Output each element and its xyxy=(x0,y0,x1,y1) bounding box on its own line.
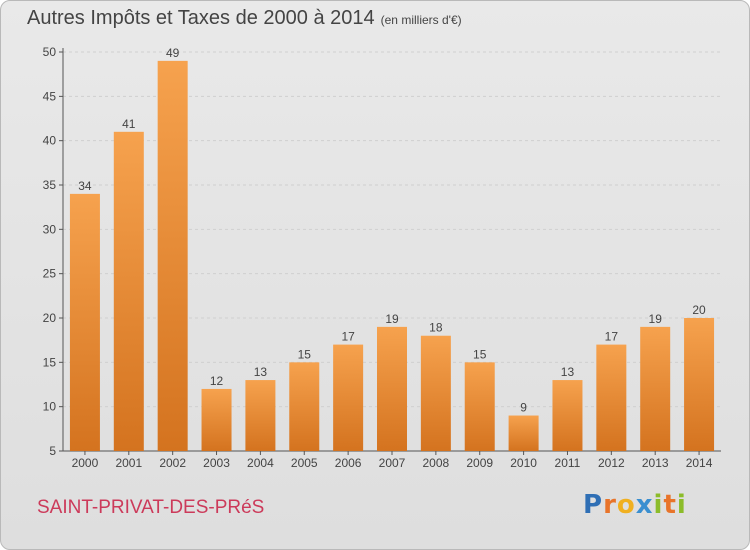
x-tick-label: 2008 xyxy=(423,456,450,470)
x-tick-label: 2011 xyxy=(555,456,581,470)
data-label: 15 xyxy=(298,347,312,361)
x-tick-label: 2004 xyxy=(247,456,274,470)
x-tick-label: 2010 xyxy=(510,456,537,470)
bar xyxy=(289,362,320,451)
bar xyxy=(420,335,451,451)
bar xyxy=(69,193,100,451)
data-label: 41 xyxy=(122,117,136,131)
data-label: 20 xyxy=(692,303,706,317)
data-label: 17 xyxy=(605,330,619,344)
bar xyxy=(157,60,188,451)
y-tick-label: 50 xyxy=(43,45,57,59)
x-tick-label: 2009 xyxy=(466,456,493,470)
x-tick-label: 2013 xyxy=(642,456,669,470)
logo-letter: P xyxy=(583,490,604,520)
bar xyxy=(201,388,232,451)
data-label: 17 xyxy=(341,330,355,344)
bar xyxy=(245,380,276,451)
y-tick-label: 45 xyxy=(43,89,57,103)
data-label: 19 xyxy=(385,312,399,326)
data-label: 13 xyxy=(561,365,575,379)
x-tick-label: 2003 xyxy=(203,456,230,470)
data-label: 13 xyxy=(254,365,268,379)
logo-letter: o xyxy=(616,490,636,520)
y-tick-label: 5 xyxy=(49,444,56,458)
data-label: 12 xyxy=(210,374,224,388)
x-tick-label: 2014 xyxy=(686,456,713,470)
y-tick-label: 15 xyxy=(43,355,57,369)
x-tick-label: 2006 xyxy=(335,456,362,470)
x-tick-label: 2000 xyxy=(72,456,99,470)
bar xyxy=(552,380,583,451)
y-tick-label: 40 xyxy=(43,134,57,148)
proxiti-logo: Proxiti xyxy=(583,490,687,520)
data-label: 15 xyxy=(473,347,487,361)
x-tick-label: 2005 xyxy=(291,456,318,470)
logo-letter: r xyxy=(603,490,617,520)
logo-letter: i xyxy=(653,490,664,520)
bar xyxy=(508,415,539,451)
logo-letter: x xyxy=(635,490,654,520)
y-tick-label: 30 xyxy=(43,222,57,236)
data-label: 19 xyxy=(649,312,663,326)
x-tick-label: 2002 xyxy=(159,456,186,470)
logo-letter: i xyxy=(676,490,687,520)
bar xyxy=(464,362,495,451)
x-tick-label: 2001 xyxy=(115,456,142,470)
bar xyxy=(333,344,364,451)
bar xyxy=(377,326,407,451)
data-label: 9 xyxy=(520,401,527,415)
chart-title-text: Autres Impôts et Taxes de 2000 à 2014 xyxy=(27,7,375,29)
data-label: 34 xyxy=(78,179,92,193)
data-label: 49 xyxy=(166,46,180,60)
commune-name: SAINT-PRIVAT-DES-PRéS xyxy=(37,497,265,518)
y-tick-label: 35 xyxy=(43,178,57,192)
x-tick-label: 2007 xyxy=(379,456,406,470)
y-tick-label: 10 xyxy=(43,400,57,414)
bar xyxy=(684,318,715,451)
chart-title: Autres Impôts et Taxes de 2000 à 2014 (en… xyxy=(27,7,462,30)
y-tick-label: 20 xyxy=(43,311,57,325)
bar xyxy=(640,326,671,451)
data-label: 18 xyxy=(429,321,443,335)
logo-letter: t xyxy=(663,490,677,520)
bar xyxy=(596,344,627,451)
bar xyxy=(113,131,144,452)
x-tick-label: 2012 xyxy=(598,456,625,470)
chart-unit: (en milliers d'€) xyxy=(380,13,462,27)
y-tick-label: 25 xyxy=(43,267,57,281)
